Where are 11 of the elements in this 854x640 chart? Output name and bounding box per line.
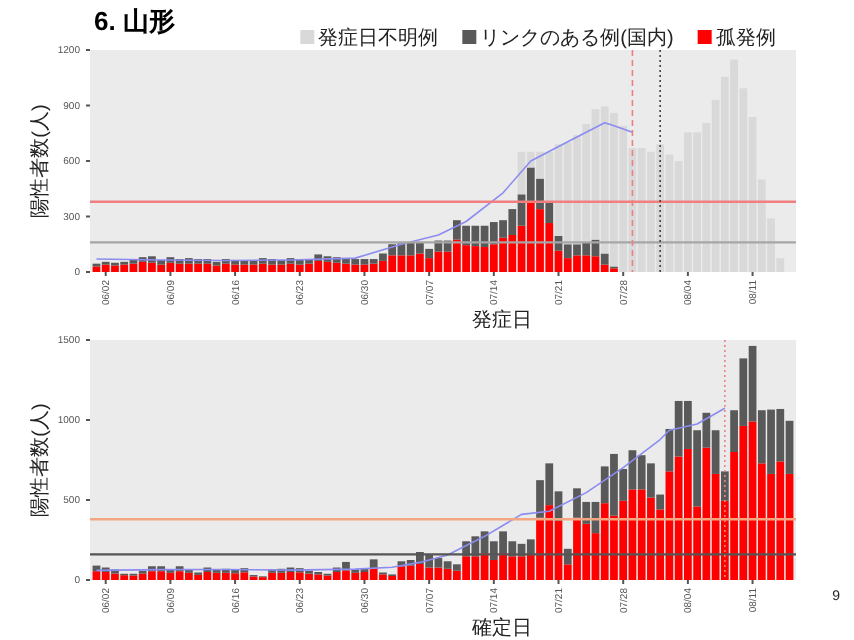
chart-title: 6. 山形 xyxy=(94,6,175,36)
x-axis-title: 発症日 xyxy=(471,308,532,332)
x-axis-title: 確定日 xyxy=(469,616,532,640)
line-series xyxy=(95,121,634,262)
legend-label: 発症日不明例 xyxy=(318,26,439,50)
y-axis-title: 陽性者数(人) xyxy=(28,104,52,218)
line-series xyxy=(95,407,726,572)
y-axis-title: 陽性者数(人) xyxy=(28,403,52,517)
legend-label: リンクのある例(国内) xyxy=(480,26,674,50)
legend-label: 孤発例 xyxy=(715,26,776,50)
bar xyxy=(452,564,461,571)
